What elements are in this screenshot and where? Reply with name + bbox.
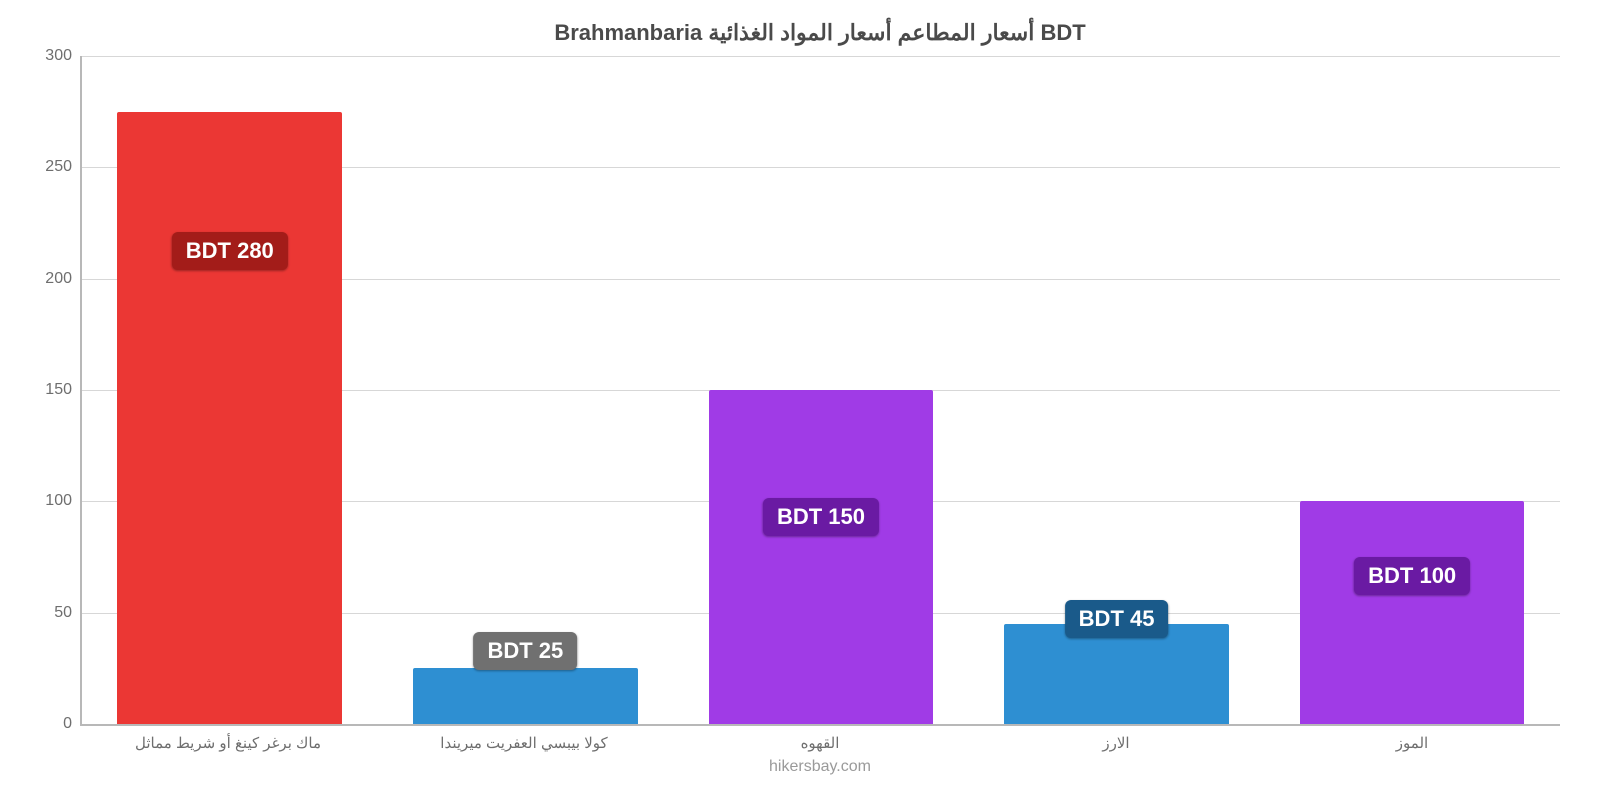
- ytick-label: 50: [54, 604, 82, 622]
- bars-group: BDT 280 BDT 25 BDT 150 BDT 45 BDT 100: [82, 56, 1560, 724]
- bar-slot: BDT 280: [82, 56, 378, 724]
- bar-slot: BDT 100: [1264, 56, 1560, 724]
- x-axis: ماك برغر كينغ أو شريط مماثلكولا بيبسي ال…: [80, 734, 1560, 752]
- bar: BDT 45: [1004, 624, 1229, 724]
- bar: BDT 280: [117, 112, 342, 724]
- xtick-label: ماك برغر كينغ أو شريط مماثل: [80, 734, 376, 752]
- bar: BDT 100: [1300, 501, 1525, 724]
- ytick-label: 100: [45, 492, 82, 510]
- ytick-label: 250: [45, 158, 82, 176]
- chart-container: Brahmanbaria أسعار المطاعم أسعار المواد …: [0, 0, 1600, 800]
- xtick-label: الارز: [968, 734, 1264, 752]
- xtick-label: القهوه: [672, 734, 968, 752]
- bar-value-label: BDT 150: [763, 498, 879, 536]
- plot-area: BDT 280BDT 25BDT 150BDT 45BDT 100 050100…: [80, 56, 1560, 726]
- bar-value-label: BDT 25: [473, 632, 577, 670]
- bar-value-label: BDT 100: [1354, 557, 1470, 595]
- ytick-label: 300: [45, 47, 82, 65]
- bar-value-label: BDT 280: [172, 232, 288, 270]
- bar: BDT 25: [413, 668, 638, 724]
- ytick-label: 0: [63, 715, 82, 733]
- bar: BDT 150: [709, 390, 934, 724]
- ytick-label: 200: [45, 270, 82, 288]
- ytick-label: 150: [45, 381, 82, 399]
- attribution-text: hikersbay.com: [80, 758, 1560, 776]
- chart-title: Brahmanbaria أسعار المطاعم أسعار المواد …: [80, 20, 1560, 46]
- bar-slot: BDT 150: [673, 56, 969, 724]
- xtick-label: كولا بيبسي العفريت ميريندا: [376, 734, 672, 752]
- bar-slot: BDT 45: [969, 56, 1265, 724]
- xtick-label: الموز: [1264, 734, 1560, 752]
- bar-slot: BDT 25: [378, 56, 674, 724]
- bar-value-label: BDT 45: [1065, 600, 1169, 638]
